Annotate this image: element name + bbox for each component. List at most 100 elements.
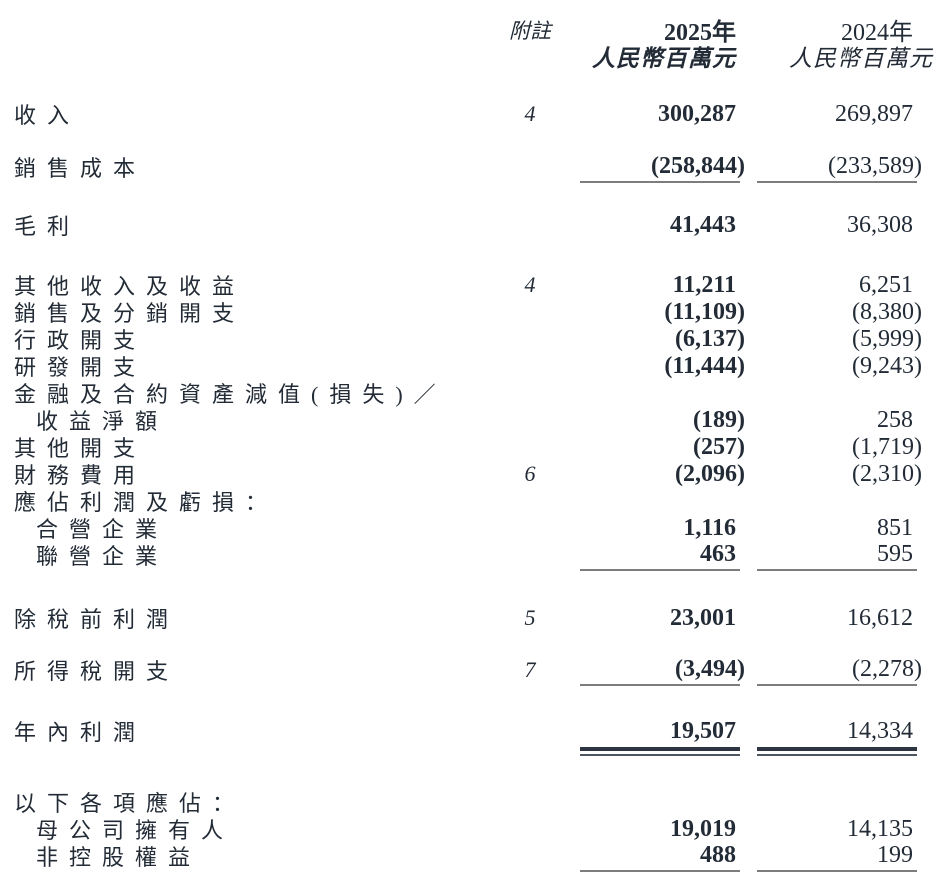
unit-2024-header: 人民幣百萬元 <box>789 46 933 71</box>
row-label: 銷售及分銷開支 <box>14 301 246 326</box>
double-rule <box>757 747 917 756</box>
notes-header-spacer <box>500 39 560 73</box>
value-2025: (6,137) <box>580 323 745 355</box>
row-label: 財務費用 <box>14 463 147 488</box>
value-2024-number: (2,310) <box>852 460 922 487</box>
header-row-units: 人民幣百萬元 人民幣百萬元 <box>14 39 932 71</box>
unit-2025-header: 人民幣百萬元 <box>592 46 736 71</box>
year-2024-header: 2024年 <box>841 20 913 46</box>
value-2024: 258 <box>757 404 917 436</box>
note-ref: 6 <box>524 461 536 486</box>
row-label: 行政開支 <box>14 328 147 353</box>
value-2024-number: 14,334 <box>847 717 913 744</box>
table-row: 其他收入及收益 4 11,211 6,251 <box>14 269 917 300</box>
table-row: 非控股權益 488 199 <box>14 840 917 872</box>
double-rule-row <box>14 747 917 756</box>
value-2025: 19,019 <box>580 813 740 845</box>
table-row: 銷售及分銷開支 (11,109) (8,380) <box>14 296 922 327</box>
row-label: 非控股權益 <box>36 845 202 870</box>
value-2024-number: 851 <box>877 514 913 541</box>
year-2025-header: 2025年 <box>664 20 736 46</box>
table-row: 財務費用 6 (2,096) (2,310) <box>14 458 922 489</box>
value-2025-number: (257) <box>693 433 745 460</box>
value-2025: (11,444) <box>580 350 745 382</box>
row-label: 毛利 <box>14 214 81 239</box>
value-2025-number: (189) <box>693 406 745 433</box>
table-row: 行政開支 (6,137) (5,999) <box>14 323 922 354</box>
value-2024: (2,310) <box>757 458 922 490</box>
row-label: 聯營企業 <box>36 544 169 569</box>
row-label: 研發開支 <box>14 355 147 380</box>
value-2024: (2,278) <box>757 654 922 686</box>
value-2025-number: (11,109) <box>664 298 745 325</box>
table-row: 金融及合約資產減值(損失)／ <box>14 377 917 407</box>
value-2024-number: (9,243) <box>852 352 922 379</box>
value-2025: 463 <box>580 539 740 571</box>
note-ref: 5 <box>524 605 536 630</box>
value-2025: 11,211 <box>580 269 740 301</box>
value-2025: (2,096) <box>580 458 745 490</box>
value-2024: 6,251 <box>757 269 917 301</box>
value-2024-number: 258 <box>877 406 913 433</box>
note-ref: 4 <box>524 101 536 126</box>
value-2024: 16,612 <box>757 602 917 634</box>
value-2025: (11,109) <box>580 296 745 328</box>
row-label: 年內利潤 <box>14 720 147 745</box>
value-2025-number: 463 <box>700 540 736 567</box>
table-row: 年內利潤 19,507 14,334 <box>14 715 917 746</box>
value-2025: 488 <box>580 840 740 872</box>
value-2025: 23,001 <box>580 602 740 634</box>
value-2025-number: 41,443 <box>670 211 736 238</box>
row-label: 合營企業 <box>36 517 169 542</box>
row-label: 金融及合約資產減值(損失)／ <box>14 382 447 407</box>
table-row: 除稅前利潤 5 23,001 16,612 <box>14 602 917 633</box>
value-2025: (3,494) <box>580 654 745 686</box>
value-2025-number: (6,137) <box>675 325 745 352</box>
value-2024-number: 6,251 <box>859 271 913 298</box>
value-2024: 36,308 <box>757 209 917 241</box>
value-2024-number: (5,999) <box>852 325 922 352</box>
value-2025: 41,443 <box>580 209 740 241</box>
value-2024: (1,719) <box>757 431 922 463</box>
value-2025-number: (258,844) <box>651 152 745 179</box>
table-row: 所得稅開支 7 (3,494) (2,278) <box>14 654 922 686</box>
table-row: 毛利 41,443 36,308 <box>14 209 917 240</box>
value-2024: 199 <box>757 840 917 872</box>
value-2025-number: 11,211 <box>672 271 736 298</box>
value-2024-number: 199 <box>877 841 913 868</box>
value-2024: 269,897 <box>757 98 917 130</box>
row-label: 其他收入及收益 <box>14 274 246 299</box>
table-row: 收入 4 300,287 269,897 <box>14 98 917 129</box>
value-2024: 595 <box>757 539 917 571</box>
table-row: 銷售成本 (258,844) (233,589) <box>14 151 922 183</box>
row-label: 銷售成本 <box>14 156 147 181</box>
value-2025: (257) <box>580 431 745 463</box>
value-2025-number: 1,116 <box>683 514 736 541</box>
value-2024-number: (8,380) <box>852 298 922 325</box>
row-label: 其他開支 <box>14 436 147 461</box>
row-label: 除稅前利潤 <box>14 607 180 632</box>
row-label: 母公司擁有人 <box>36 818 235 843</box>
value-2025-number: 300,287 <box>658 100 736 127</box>
note-ref: 4 <box>524 272 536 297</box>
table-row: 研發開支 (11,444) (9,243) <box>14 350 922 381</box>
note-ref: 7 <box>524 657 536 682</box>
note-ref <box>500 209 560 241</box>
value-2024-number: 14,135 <box>847 815 913 842</box>
value-2025-number: 19,019 <box>670 815 736 842</box>
value-2025: 300,287 <box>580 98 740 130</box>
table-row: 應佔利潤及虧損： <box>14 485 917 515</box>
value-2024-number: 36,308 <box>847 211 913 238</box>
value-2025-number: 488 <box>700 841 736 868</box>
value-2024: 14,334 <box>757 715 917 747</box>
value-2025: 1,116 <box>580 512 740 544</box>
value-2024-number: 269,897 <box>835 100 913 127</box>
row-label: 收入 <box>14 103 81 128</box>
value-2025-number: 19,507 <box>670 717 736 744</box>
note-ref <box>500 151 560 183</box>
note-ref <box>500 715 560 747</box>
table-row: 合營企業 1,116 851 <box>14 512 917 543</box>
value-2024: (233,589) <box>757 151 922 183</box>
row-label: 應佔利潤及虧損： <box>14 490 279 515</box>
